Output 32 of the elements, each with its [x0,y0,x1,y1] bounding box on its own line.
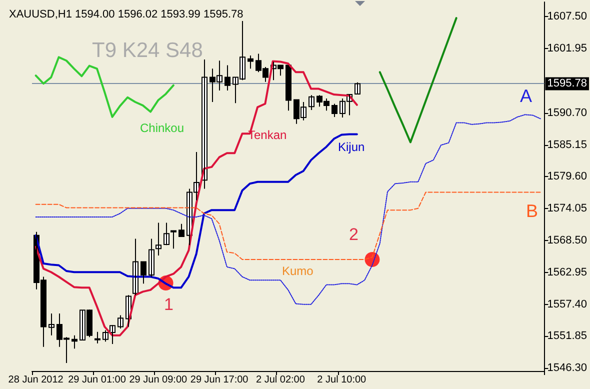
series-label: A [520,86,532,106]
y-tick-label: 1557.40 [547,298,588,310]
series-label: Chinkou [140,121,184,135]
y-tick-label: 1601.95 [547,42,588,54]
candlestick [48,313,54,336]
series-label: Kijun [338,140,365,154]
annotation: 1 [164,295,174,314]
y-tick-label: 1574.05 [547,202,588,215]
line-series [378,17,458,144]
ref-line-label: 1595.78 [547,78,588,90]
line-series [34,56,174,118]
y-tick-label: 1562.95 [547,266,588,278]
annotation: Kumo [282,264,314,278]
text: XAUUSD,H1 1594.00 1596.02 1593.99 1595.78 [9,8,244,20]
series-label: B [526,201,538,221]
annotation: 2 [349,225,358,244]
x-tick-label: 29 Jun 17:00 [190,374,249,386]
y-tick-label: 1551.85 [547,330,588,342]
x-tick-label: 29 Jun 09:00 [129,374,188,386]
x-tick-label: 2 Jul 10:00 [317,374,367,386]
x-tick-label: 2 Jul 02:00 [256,374,306,386]
series-label: Tenkan [248,128,287,142]
y-tick-label: 1607.50 [547,10,588,22]
x-tick-label: 28 Jun 2012 [8,374,64,386]
candlestick [94,331,100,344]
y-tick-label: 1585.15 [547,138,588,151]
x-tick-label: 29 Jun 01:00 [68,374,126,386]
y-tick-label: 1579.60 [547,170,588,183]
y-tick-label: 1590.70 [547,106,588,119]
y-tick-label: 1568.50 [547,234,588,247]
annotation: T9 K24 S48 [92,39,203,62]
y-tick-label: 1546.30 [547,362,588,374]
